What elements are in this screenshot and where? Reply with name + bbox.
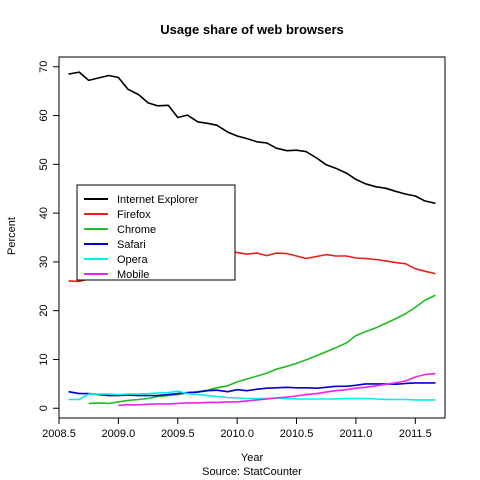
plot-frame bbox=[58, 56, 446, 419]
x-tick-label: 2011.5 bbox=[399, 428, 432, 440]
source-note: Source: StatCounter bbox=[202, 466, 302, 478]
legend-label-firefox: Firefox bbox=[117, 209, 151, 221]
x-axis: 2008.5 2009.0 2009.5 2010.0 2010.5 2011.0 2011… bbox=[42, 418, 432, 440]
x-tick-label: 2010.5 bbox=[280, 428, 314, 440]
x-tick-label: 2008.5 bbox=[42, 428, 76, 440]
y-tick-label: 70 bbox=[38, 61, 50, 73]
legend-box bbox=[76, 184, 236, 281]
y-tick-label: 0 bbox=[38, 405, 50, 411]
series-line-chrome bbox=[88, 294, 436, 405]
chart-title: Usage share of web browsers bbox=[160, 22, 344, 37]
y-tick-label: 40 bbox=[38, 207, 50, 219]
y-axis: 0 10 20 30 40 50 60 70 bbox=[38, 61, 59, 411]
legend: Internet Explorer Firefox Chrome Safari Oper… bbox=[76, 184, 236, 281]
y-tick-label: 60 bbox=[38, 109, 50, 121]
series-line-safari bbox=[68, 382, 436, 397]
y-tick-label: 20 bbox=[38, 305, 50, 317]
legend-label-internet-explorer: Internet Explorer bbox=[117, 194, 199, 206]
x-tick-label: 2010.0 bbox=[220, 428, 254, 440]
x-axis-label: Year bbox=[241, 452, 264, 464]
series-line-opera bbox=[68, 390, 436, 401]
x-tick-label: 2011.0 bbox=[340, 428, 373, 440]
series-line-mobile bbox=[118, 372, 436, 407]
x-tick-label: 2009.5 bbox=[161, 428, 195, 440]
y-tick-label: 30 bbox=[38, 256, 50, 268]
series-line-internet-explorer bbox=[68, 71, 436, 205]
legend-label-safari: Safari bbox=[117, 239, 146, 251]
y-tick-label: 50 bbox=[38, 158, 50, 170]
legend-label-opera: Opera bbox=[117, 254, 148, 266]
y-tick-label: 10 bbox=[38, 353, 50, 365]
legend-label-chrome: Chrome bbox=[117, 224, 156, 236]
y-axis-label: Percent bbox=[6, 217, 18, 255]
x-tick-label: 2009.0 bbox=[102, 428, 136, 440]
legend-label-mobile: Mobile bbox=[117, 269, 149, 281]
